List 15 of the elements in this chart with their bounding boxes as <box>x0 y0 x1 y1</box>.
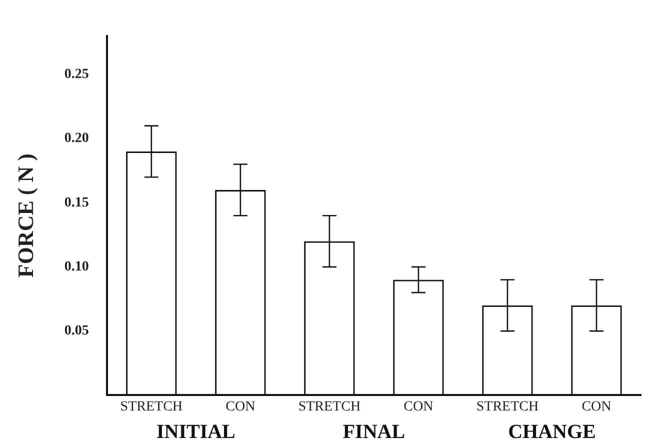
y-tick-label: 0.15 <box>64 195 89 210</box>
x-tick-label: STRETCH <box>120 399 183 414</box>
x-tick-label: CON <box>582 399 612 414</box>
y-tick-label: 0.10 <box>64 260 89 275</box>
x-tick-label: STRETCH <box>298 399 361 414</box>
text: INITIAL <box>156 421 236 444</box>
x-tick-label: STRETCH <box>476 399 539 414</box>
x-tick-label: CON <box>226 399 256 414</box>
text: FINAL <box>342 421 406 444</box>
y-tick-label: 0.20 <box>64 131 89 146</box>
y-tick-label: 0.25 <box>64 67 89 82</box>
text: CHANGE <box>508 421 596 444</box>
y-tick-label: 0.05 <box>64 324 89 339</box>
x-tick-label: CON <box>404 399 434 414</box>
y-axis-title: FORCE ( N ) <box>12 154 38 278</box>
